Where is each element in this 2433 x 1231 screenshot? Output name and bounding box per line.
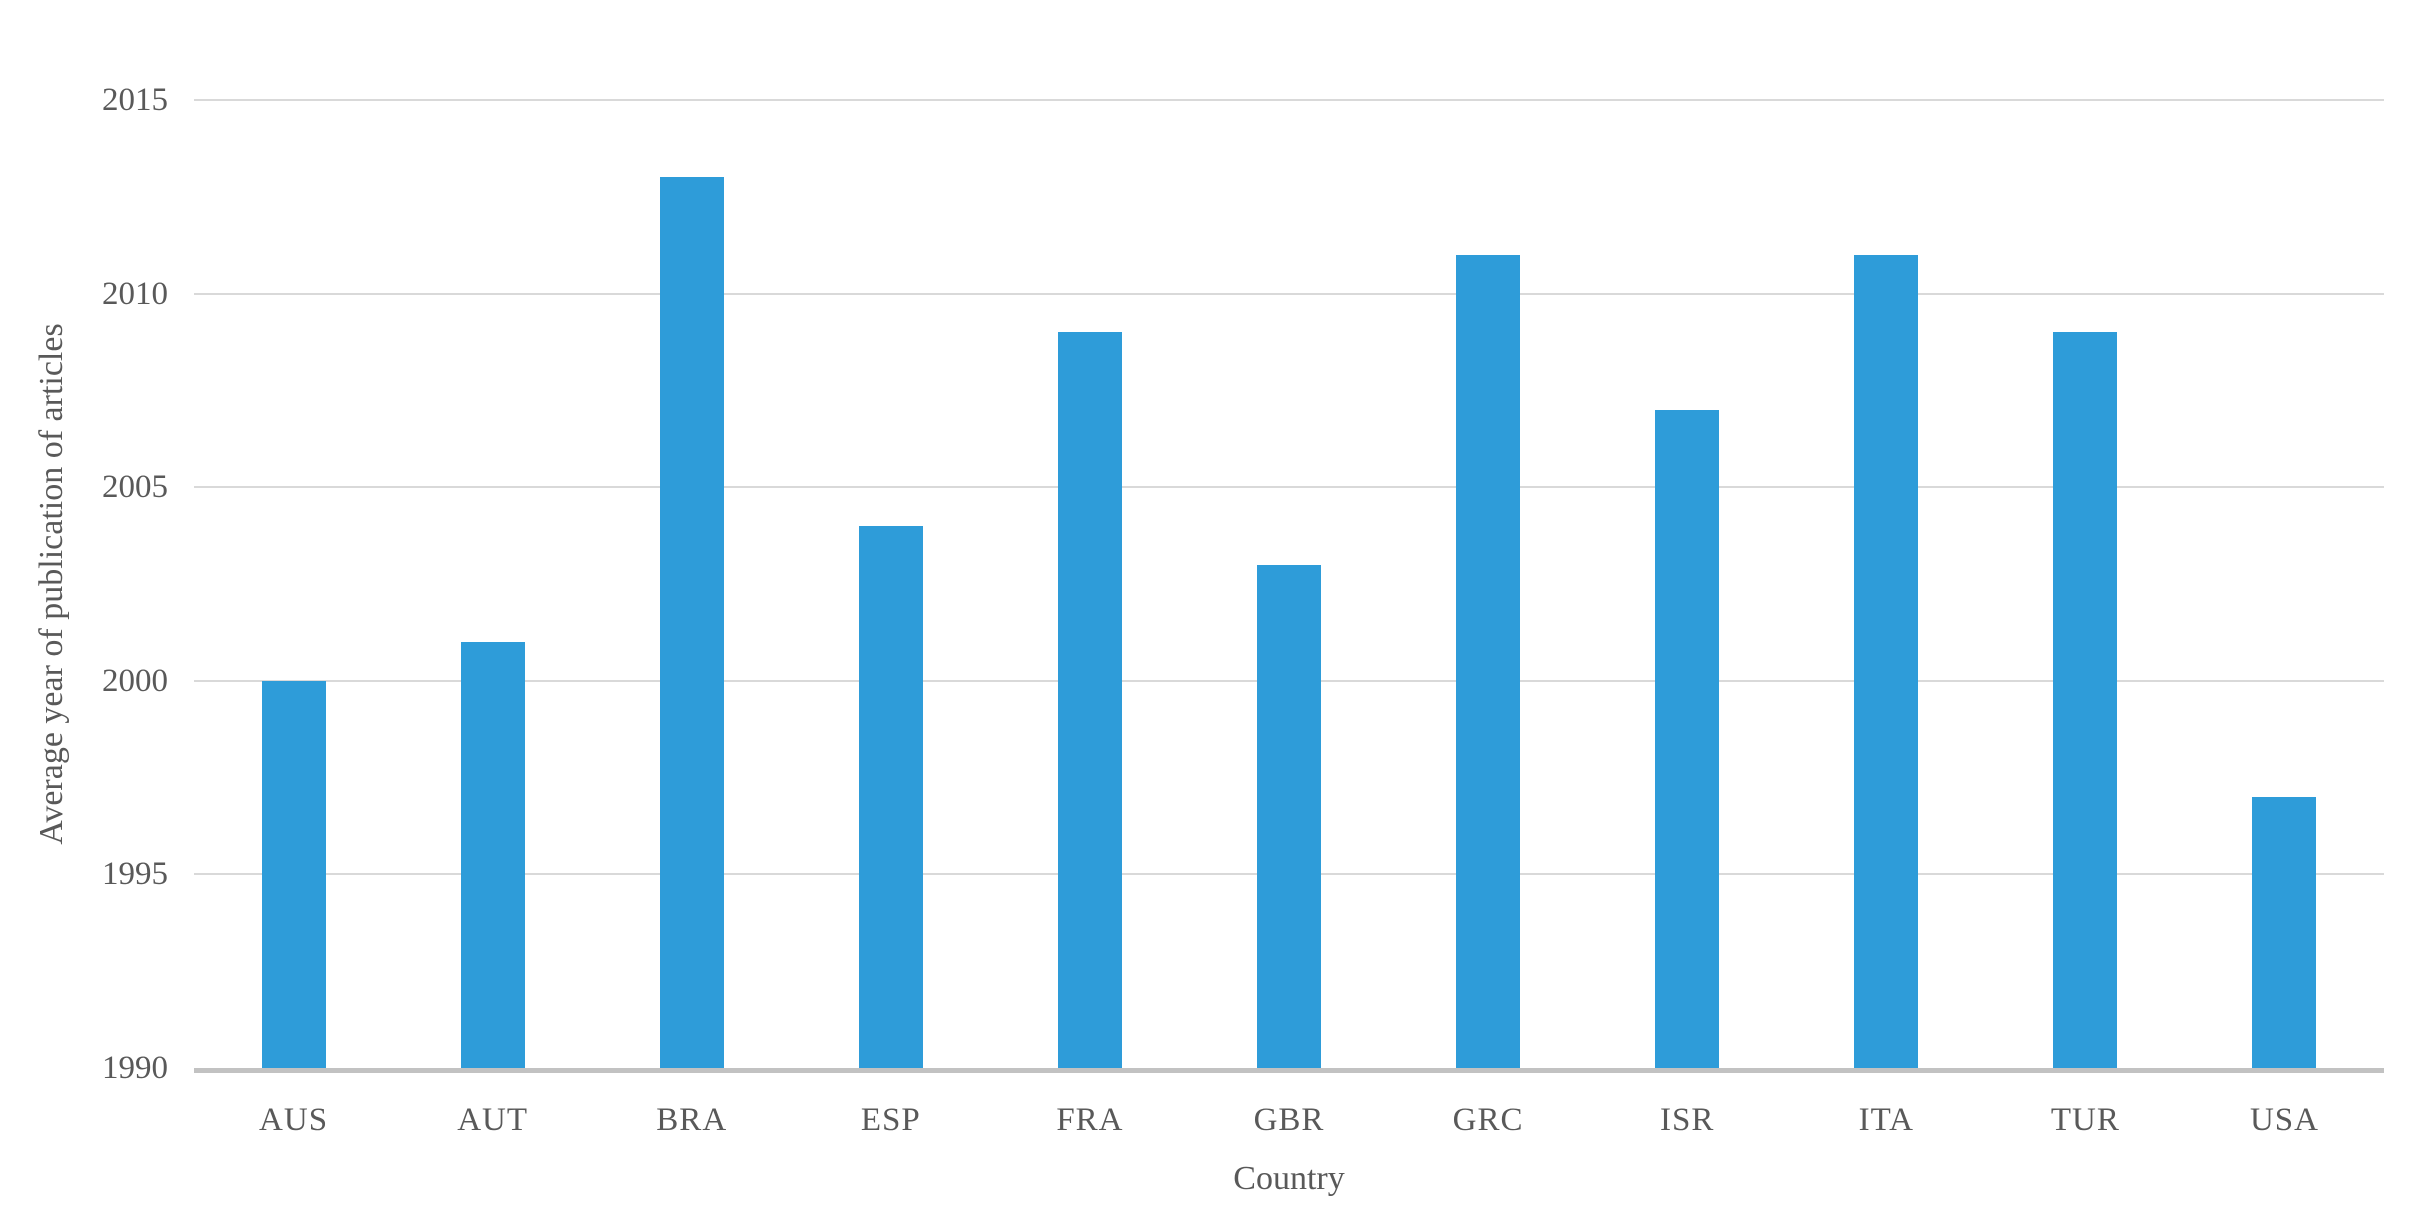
y-tick-label: 1995 [102,856,168,893]
y-tick-label: 2015 [102,82,168,118]
bar-slot [2185,100,2384,1068]
x-tick-label-ita: ITA [1858,1102,1914,1138]
bar-slot [592,100,791,1068]
y-tick-label: 2005 [102,469,168,506]
bar-grc [1456,254,1521,1068]
x-tick-label-grc: GRC [1452,1102,1524,1138]
bar-slot [990,100,1189,1068]
x-axis-tick-labels: AUS AUT BRA ESP FRA GBR GRC ISR ITA TUR USA [194,1102,2384,1139]
y-tick-label: 2010 [102,275,168,312]
bar-isr [1655,409,1720,1068]
x-tick-label-usa: USA [2249,1102,2319,1138]
bar-slot [1189,100,1388,1068]
x-tick-label-esp: ESP [860,1102,921,1138]
x-tick-label-tur: TUR [2050,1102,2120,1138]
gridline [194,486,2384,489]
bar-slot [1588,100,1787,1068]
bar-slot [1986,100,2185,1068]
bar-bra [659,177,724,1068]
plot-area [194,99,2384,1073]
x-axis-line [194,1068,2384,1073]
bar-slot [194,100,393,1068]
bar-slot [791,100,990,1068]
y-tick-label: 1990 [102,1050,168,1086]
x-tick-label-aus: AUS [259,1102,329,1138]
bar-aus [261,680,326,1068]
gridline [194,99,2384,101]
x-tick-label-bra: BRA [656,1102,728,1138]
bars-container [194,100,2384,1068]
x-tick-label-isr: ISR [1660,1102,1715,1138]
gridline [194,292,2384,295]
x-tick-label-fra: FRA [1056,1102,1124,1138]
bar-usa [2252,796,2317,1068]
bar-slot [393,100,592,1068]
bar-slot [1787,100,1986,1068]
bar-esp [858,525,923,1068]
bar-gbr [1257,564,1322,1068]
x-axis-title: Country [1233,1160,1345,1197]
y-axis-title: Average year of publication of articles [33,323,70,845]
x-tick-label-aut: AUT [457,1102,529,1138]
bar-slot [1389,100,1588,1068]
bar-tur [2053,332,2118,1068]
x-tick-label-gbr: GBR [1253,1102,1325,1138]
y-tick-label: 2000 [102,662,168,699]
bar-aut [460,642,525,1068]
bar-ita [1854,254,1919,1068]
bar-fra [1057,332,1122,1068]
